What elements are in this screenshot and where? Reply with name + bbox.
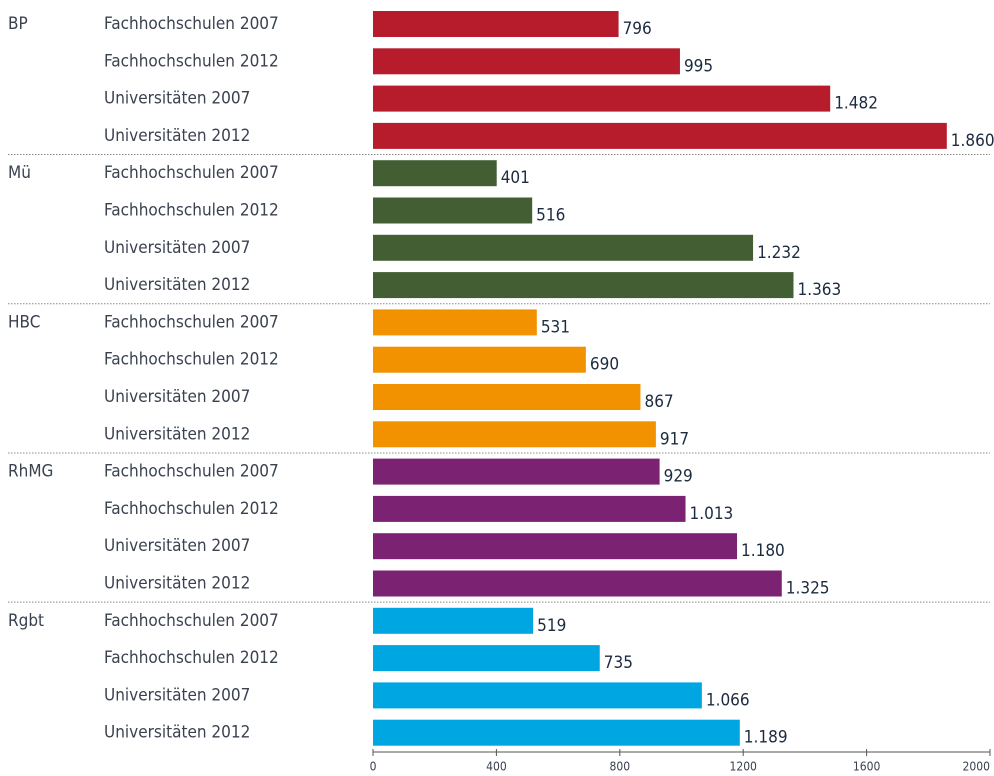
value-label: 1.189 bbox=[744, 728, 788, 748]
category-label: Universitäten 2007 bbox=[104, 536, 250, 556]
bar bbox=[373, 682, 702, 709]
bar bbox=[373, 11, 619, 37]
category-label: Fachhochschulen 2012 bbox=[104, 648, 279, 668]
value-label: 1.232 bbox=[757, 243, 801, 263]
bar bbox=[373, 85, 831, 112]
category-label: Fachhochschulen 2012 bbox=[104, 499, 279, 519]
value-label: 690 bbox=[590, 355, 619, 375]
bar bbox=[373, 607, 534, 634]
value-label: 401 bbox=[501, 168, 530, 188]
value-label: 516 bbox=[536, 206, 565, 226]
bar bbox=[373, 421, 656, 448]
value-label: 735 bbox=[604, 653, 633, 673]
value-label: 1.325 bbox=[786, 579, 830, 599]
x-tick-label: 1200 bbox=[729, 760, 757, 774]
group-label: Rgbt bbox=[8, 611, 44, 631]
category-label: Universitäten 2007 bbox=[104, 685, 250, 705]
bar bbox=[373, 346, 586, 373]
value-label: 519 bbox=[537, 616, 566, 636]
bar bbox=[373, 570, 782, 597]
value-label: 929 bbox=[664, 467, 693, 487]
bar bbox=[373, 309, 537, 336]
category-label: Universitäten 2012 bbox=[104, 424, 250, 444]
bar bbox=[373, 197, 533, 224]
bar bbox=[373, 458, 660, 485]
x-tick-label: 1600 bbox=[853, 760, 881, 774]
value-label: 1.860 bbox=[951, 131, 994, 151]
group-label: BP bbox=[8, 14, 28, 34]
value-label: 1.363 bbox=[797, 280, 841, 300]
group-label: HBC bbox=[8, 312, 40, 332]
value-label: 1.066 bbox=[706, 690, 750, 710]
value-label: 995 bbox=[684, 56, 713, 76]
value-label: 1.482 bbox=[834, 94, 878, 114]
bar bbox=[373, 48, 680, 75]
value-label: 867 bbox=[644, 392, 673, 412]
group-label: RhMG bbox=[8, 462, 53, 482]
category-label: Fachhochschulen 2007 bbox=[104, 163, 279, 183]
bar bbox=[373, 272, 794, 299]
value-label: 1.180 bbox=[741, 541, 785, 561]
category-label: Universitäten 2012 bbox=[104, 126, 250, 146]
bar bbox=[373, 719, 740, 746]
category-label: Universitäten 2012 bbox=[104, 574, 250, 594]
bar bbox=[373, 495, 686, 522]
value-label: 531 bbox=[541, 317, 570, 337]
bar bbox=[373, 160, 497, 187]
group-label: Mü bbox=[8, 163, 31, 183]
category-label: Fachhochschulen 2007 bbox=[104, 312, 279, 332]
x-tick-label: 400 bbox=[486, 760, 507, 774]
value-label: 1.013 bbox=[690, 504, 734, 524]
bar bbox=[373, 234, 754, 261]
bar bbox=[373, 645, 600, 672]
category-label: Fachhochschulen 2007 bbox=[104, 462, 279, 482]
category-label: Fachhochschulen 2012 bbox=[104, 51, 279, 71]
category-label: Fachhochschulen 2007 bbox=[104, 14, 279, 34]
category-label: Universitäten 2007 bbox=[104, 89, 250, 109]
category-label: Universitäten 2012 bbox=[104, 275, 250, 295]
category-label: Universitäten 2007 bbox=[104, 387, 250, 407]
category-label: Fachhochschulen 2012 bbox=[104, 350, 279, 370]
bar bbox=[373, 122, 947, 149]
category-label: Fachhochschulen 2012 bbox=[104, 201, 279, 221]
bar bbox=[373, 384, 641, 410]
x-tick-label: 2000 bbox=[963, 760, 991, 774]
x-tick-label: 800 bbox=[609, 760, 630, 774]
category-label: Universitäten 2012 bbox=[104, 723, 250, 743]
x-tick-label: 0 bbox=[370, 760, 377, 774]
bar bbox=[373, 533, 738, 560]
category-label: Universitäten 2007 bbox=[104, 238, 250, 258]
value-label: 917 bbox=[660, 429, 689, 449]
category-label: Fachhochschulen 2007 bbox=[104, 611, 279, 631]
value-label: 796 bbox=[623, 19, 652, 39]
